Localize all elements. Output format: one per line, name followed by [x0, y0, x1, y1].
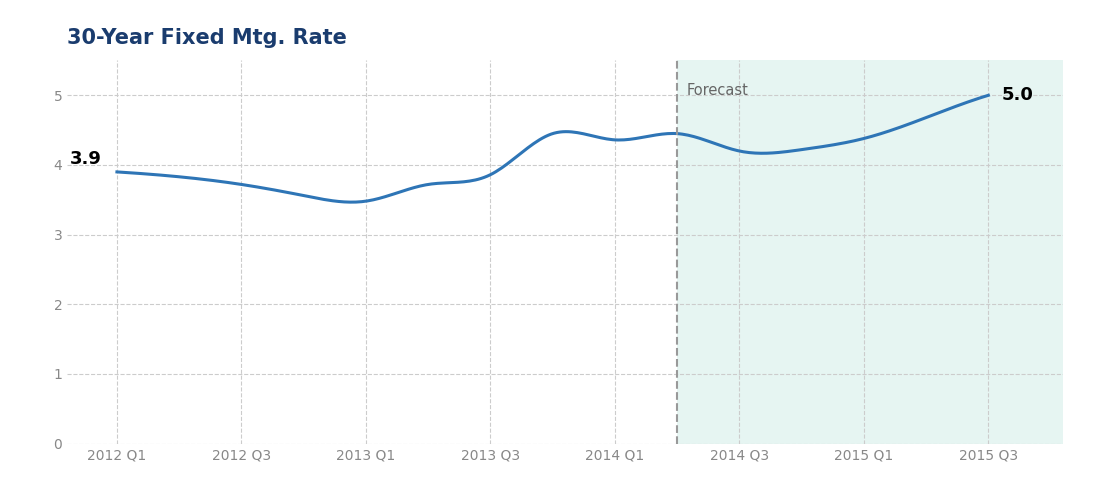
Bar	[677, 60, 1063, 444]
Text: 5.0: 5.0	[1002, 86, 1034, 104]
Text: 3.9: 3.9	[69, 150, 102, 168]
Text: 30-Year Fixed Mtg. Rate: 30-Year Fixed Mtg. Rate	[67, 28, 347, 48]
Text: Forecast: Forecast	[686, 83, 749, 98]
